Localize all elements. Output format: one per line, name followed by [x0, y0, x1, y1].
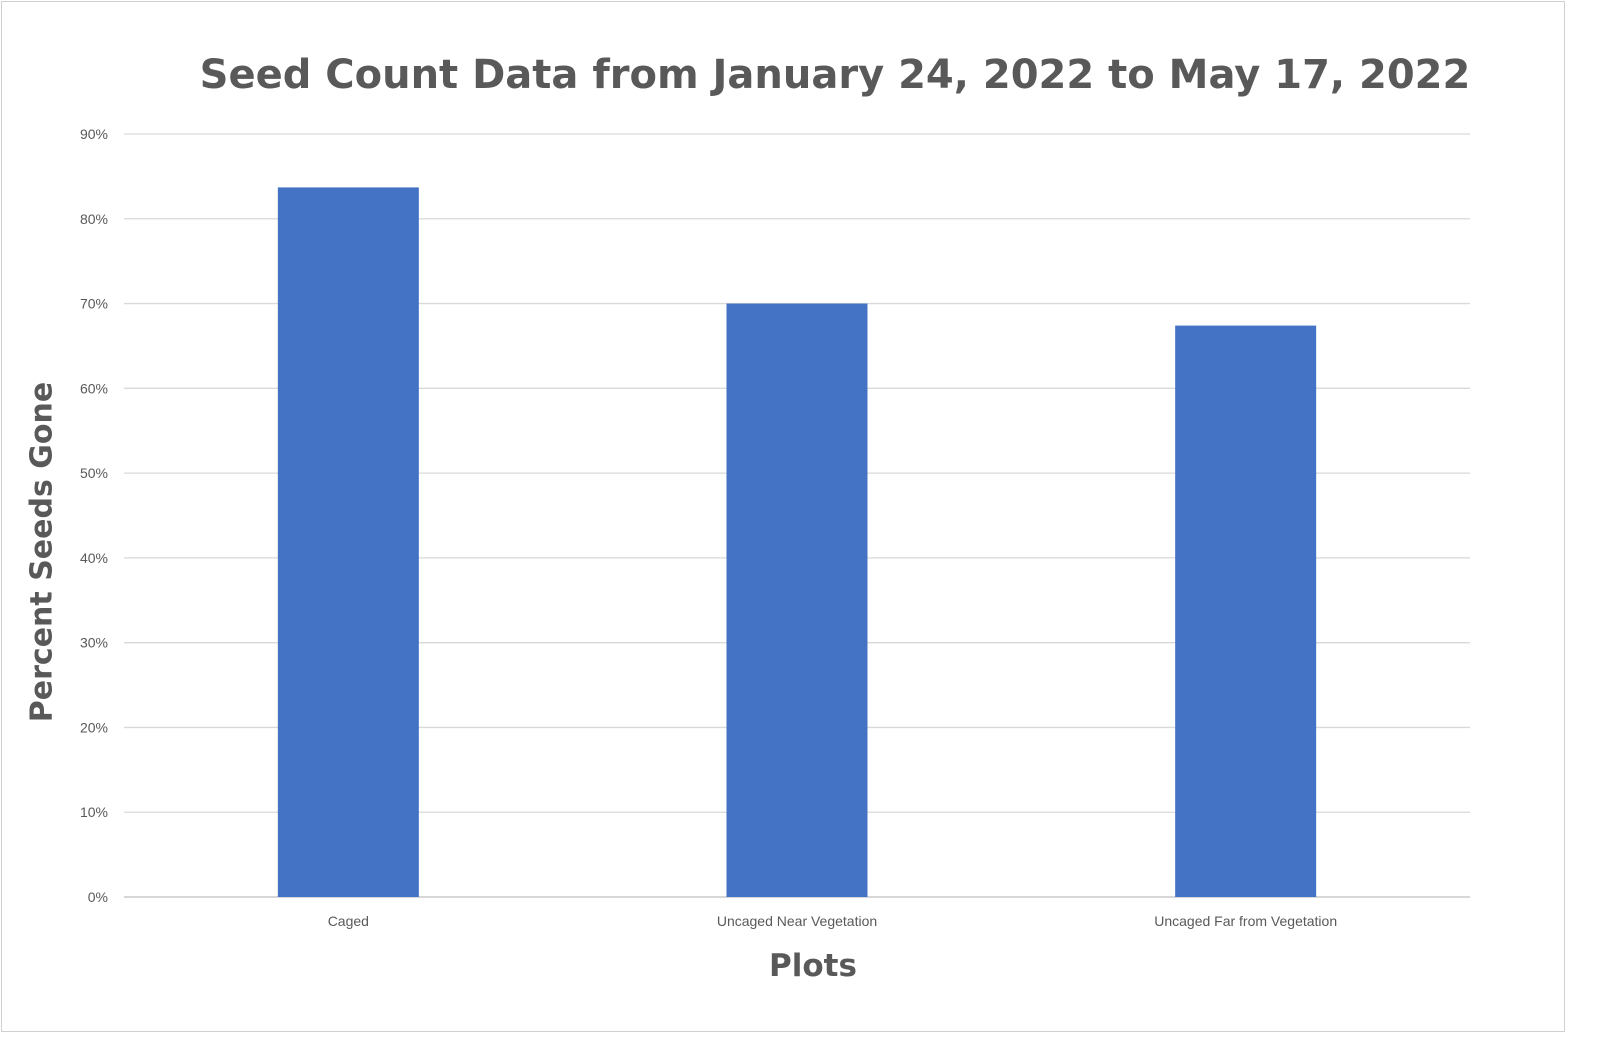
bar-uncaged-far-from-vegetation [1175, 325, 1317, 897]
y-tick-label: 40% [80, 550, 108, 566]
x-category-label: Caged [328, 913, 369, 929]
y-tick-label: 30% [80, 635, 108, 651]
x-axis-title: Plots [769, 948, 857, 984]
y-tick-label: 50% [80, 465, 108, 481]
x-category-label: Uncaged Near Vegetation [717, 913, 877, 929]
y-tick-label: 80% [80, 211, 108, 227]
chart-title: Seed Count Data from January 24, 2022 to… [199, 52, 1471, 98]
y-tick-label: 70% [80, 296, 108, 312]
bar-caged [277, 187, 419, 897]
y-tick-label: 0% [88, 889, 108, 905]
x-axis-category-labels: Caged Uncaged Near Vegetation Uncaged Far … [328, 913, 1337, 929]
x-category-label: Uncaged Far from Vegetation [1154, 913, 1337, 929]
bar-uncaged-near-vegetation [726, 303, 868, 897]
y-tick-label: 10% [80, 804, 108, 820]
y-tick-label: 90% [80, 126, 108, 142]
y-tick-label: 20% [80, 719, 108, 735]
bars [277, 187, 1317, 897]
y-axis-tick-labels: 0% 10% 20% 30% 40% 50% 60% 70% 80% 90% [80, 126, 108, 905]
y-axis-title: Percent Seeds Gone [24, 381, 60, 723]
y-tick-label: 60% [80, 380, 108, 396]
